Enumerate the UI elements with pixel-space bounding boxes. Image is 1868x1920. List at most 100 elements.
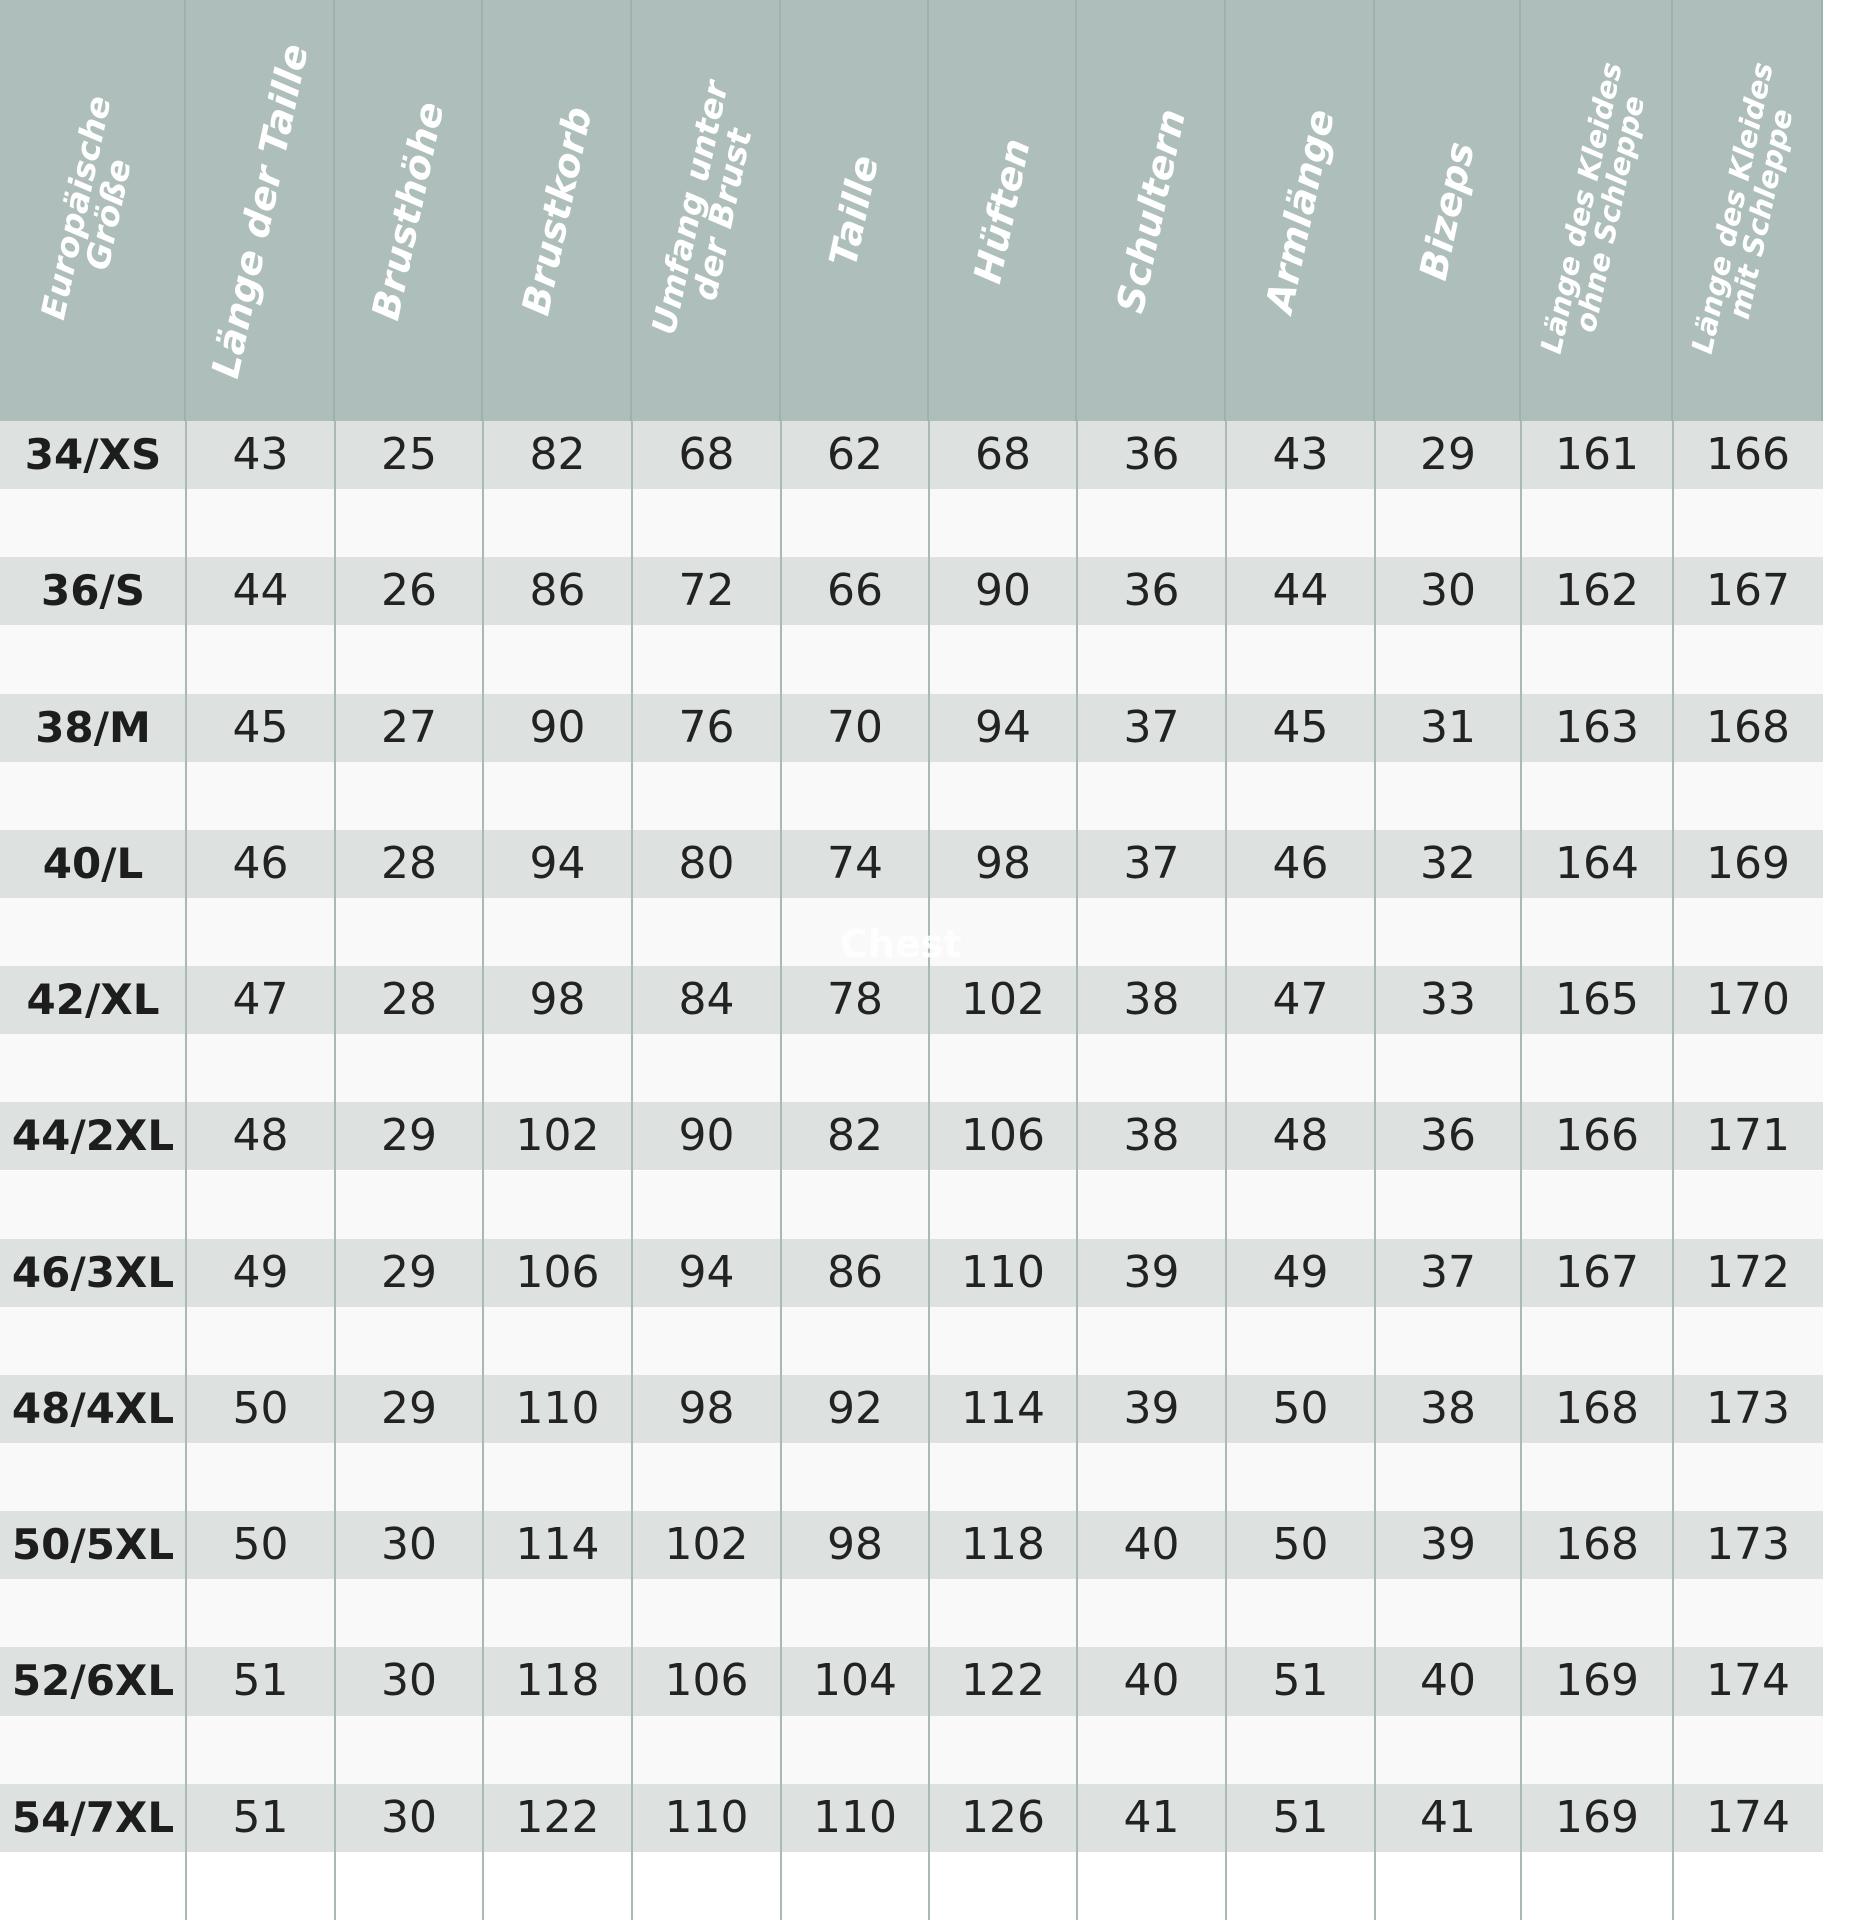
- measurement-cell: 39: [1420, 1519, 1476, 1571]
- measurement-cell: 45: [1272, 701, 1329, 753]
- measurement-cell: 32: [1420, 837, 1476, 889]
- measurement-cell: 68: [975, 429, 1031, 480]
- measurement-cell: 31: [1420, 701, 1476, 753]
- measurement-cell: 30: [381, 1519, 437, 1571]
- measurement-cell: 48: [1272, 1110, 1329, 1162]
- measurement-cell: 82: [529, 429, 586, 480]
- measurement-cell: 44: [1272, 565, 1329, 617]
- column-header-label: Europäische Größe: [33, 91, 139, 323]
- measurement-cell: 161: [1555, 429, 1639, 480]
- table-row: 46/3XL 49 29 106 94 86 110 39 49 37 167 172: [0, 1238, 1823, 1307]
- measurement-cell: 166: [1706, 429, 1790, 480]
- column-divider: [780, 421, 782, 1920]
- measurement-cell: 174: [1706, 1655, 1790, 1707]
- measurement-cell: 169: [1706, 837, 1790, 889]
- measurement-cell: 104: [813, 1655, 897, 1707]
- measurement-cell: 30: [381, 1655, 437, 1707]
- measurement-cell: 36: [1123, 565, 1180, 617]
- measurement-cell: 169: [1555, 1791, 1639, 1843]
- column-divider: [1374, 421, 1376, 1920]
- row-spacer: [0, 489, 1823, 558]
- measurement-cell: 92: [827, 1382, 883, 1434]
- measurement-cell: 51: [1272, 1655, 1329, 1707]
- column-header: Brusthöhe: [335, 0, 483, 421]
- measurement-cell: 173: [1706, 1382, 1790, 1434]
- size-label: 40/L: [42, 838, 144, 888]
- measurement-cell: 37: [1420, 1246, 1476, 1298]
- column-header-label: Armlänge: [1256, 104, 1343, 317]
- measurement-cell: 110: [664, 1791, 749, 1843]
- measurement-cell: 173: [1706, 1519, 1790, 1571]
- measurement-cell: 98: [678, 1382, 735, 1434]
- measurement-cell: 70: [827, 701, 883, 753]
- measurement-cell: 43: [1272, 429, 1329, 480]
- measurement-cell: 50: [1272, 1519, 1329, 1571]
- measurement-cell: 90: [529, 701, 586, 753]
- measurement-cell: 25: [381, 429, 437, 480]
- column-header-label: Brustkorb: [512, 102, 601, 319]
- column-header: Schultern: [1077, 0, 1226, 421]
- measurement-cell: 46: [1272, 837, 1329, 889]
- measurement-cell: 102: [664, 1519, 749, 1571]
- measurement-cell: 30: [1420, 565, 1476, 617]
- column-header-label: Länge des Kleides mit Schleppe: [1684, 58, 1800, 357]
- column-header-label: Länge des Kleides ohne Schleppe: [1533, 58, 1652, 357]
- measurement-cell: 43: [232, 429, 289, 480]
- measurement-cell: 48: [232, 1110, 289, 1162]
- column-header: Armlänge: [1226, 0, 1375, 421]
- watermark-text: Chest: [840, 922, 962, 966]
- measurement-cell: 66: [827, 565, 883, 617]
- measurement-cell: 167: [1555, 1246, 1639, 1298]
- measurement-cell: 46: [232, 837, 289, 889]
- measurement-cell: 106: [961, 1110, 1045, 1162]
- column-header: Umfang unter der Brust: [632, 0, 781, 421]
- measurement-cell: 110: [515, 1382, 600, 1434]
- measurement-cell: 94: [975, 701, 1031, 753]
- measurement-cell: 39: [1123, 1246, 1180, 1298]
- measurement-cell: 118: [515, 1655, 600, 1707]
- row-spacer: [0, 625, 1823, 694]
- measurement-cell: 38: [1123, 974, 1180, 1026]
- size-label: 48/4XL: [11, 1383, 175, 1433]
- table-row: 34/XS 43 25 82 68 62 68 36 43 29 161 166: [0, 421, 1823, 490]
- column-header: Hüften: [929, 0, 1077, 421]
- column-header-label: Länge der Taille: [202, 39, 317, 382]
- measurement-cell: 44: [232, 565, 289, 617]
- measurement-cell: 40: [1123, 1655, 1180, 1707]
- measurement-cell: 40: [1420, 1655, 1476, 1707]
- measurement-cell: 51: [1272, 1791, 1329, 1843]
- row-spacer: [0, 897, 1823, 967]
- size-label: 38/M: [35, 702, 151, 752]
- column-divider: [631, 421, 633, 1920]
- column-header-label: Hüften: [965, 134, 1039, 287]
- table-row: 36/S 44 26 86 72 66 90 36 44 30 162 167: [0, 557, 1823, 626]
- measurement-cell: 40: [1123, 1519, 1180, 1571]
- measurement-cell: 36: [1123, 429, 1180, 480]
- measurement-cell: 84: [678, 974, 735, 1026]
- size-label: 50/5XL: [11, 1520, 175, 1570]
- table-row: 54/7XL 51 30 122 110 110 126 41 51 41 169 174: [0, 1783, 1823, 1852]
- column-header: Taille: [781, 0, 929, 421]
- measurement-cell: 118: [961, 1519, 1045, 1571]
- measurement-cell: 37: [1123, 701, 1180, 753]
- measurement-cell: 114: [961, 1382, 1045, 1434]
- measurement-cell: 50: [232, 1382, 289, 1434]
- measurement-cell: 30: [381, 1791, 437, 1843]
- row-spacer: [0, 1170, 1823, 1239]
- measurement-cell: 29: [1420, 429, 1476, 480]
- measurement-cell: 168: [1555, 1519, 1639, 1571]
- measurement-cell: 28: [381, 837, 437, 889]
- row-spacer: [0, 761, 1823, 830]
- measurement-cell: 80: [678, 837, 735, 889]
- measurement-cell: 38: [1123, 1110, 1180, 1162]
- row-spacer: [0, 1715, 1823, 1784]
- measurement-cell: 168: [1555, 1382, 1639, 1434]
- measurement-cell: 33: [1420, 974, 1476, 1026]
- measurement-cell: 126: [961, 1791, 1045, 1843]
- column-divider: [334, 421, 336, 1920]
- measurement-cell: 49: [232, 1246, 289, 1298]
- measurement-cell: 51: [232, 1791, 289, 1843]
- column-header-label: Bizeps: [1410, 137, 1484, 284]
- column-divider: [928, 421, 930, 1920]
- measurement-cell: 168: [1706, 701, 1790, 753]
